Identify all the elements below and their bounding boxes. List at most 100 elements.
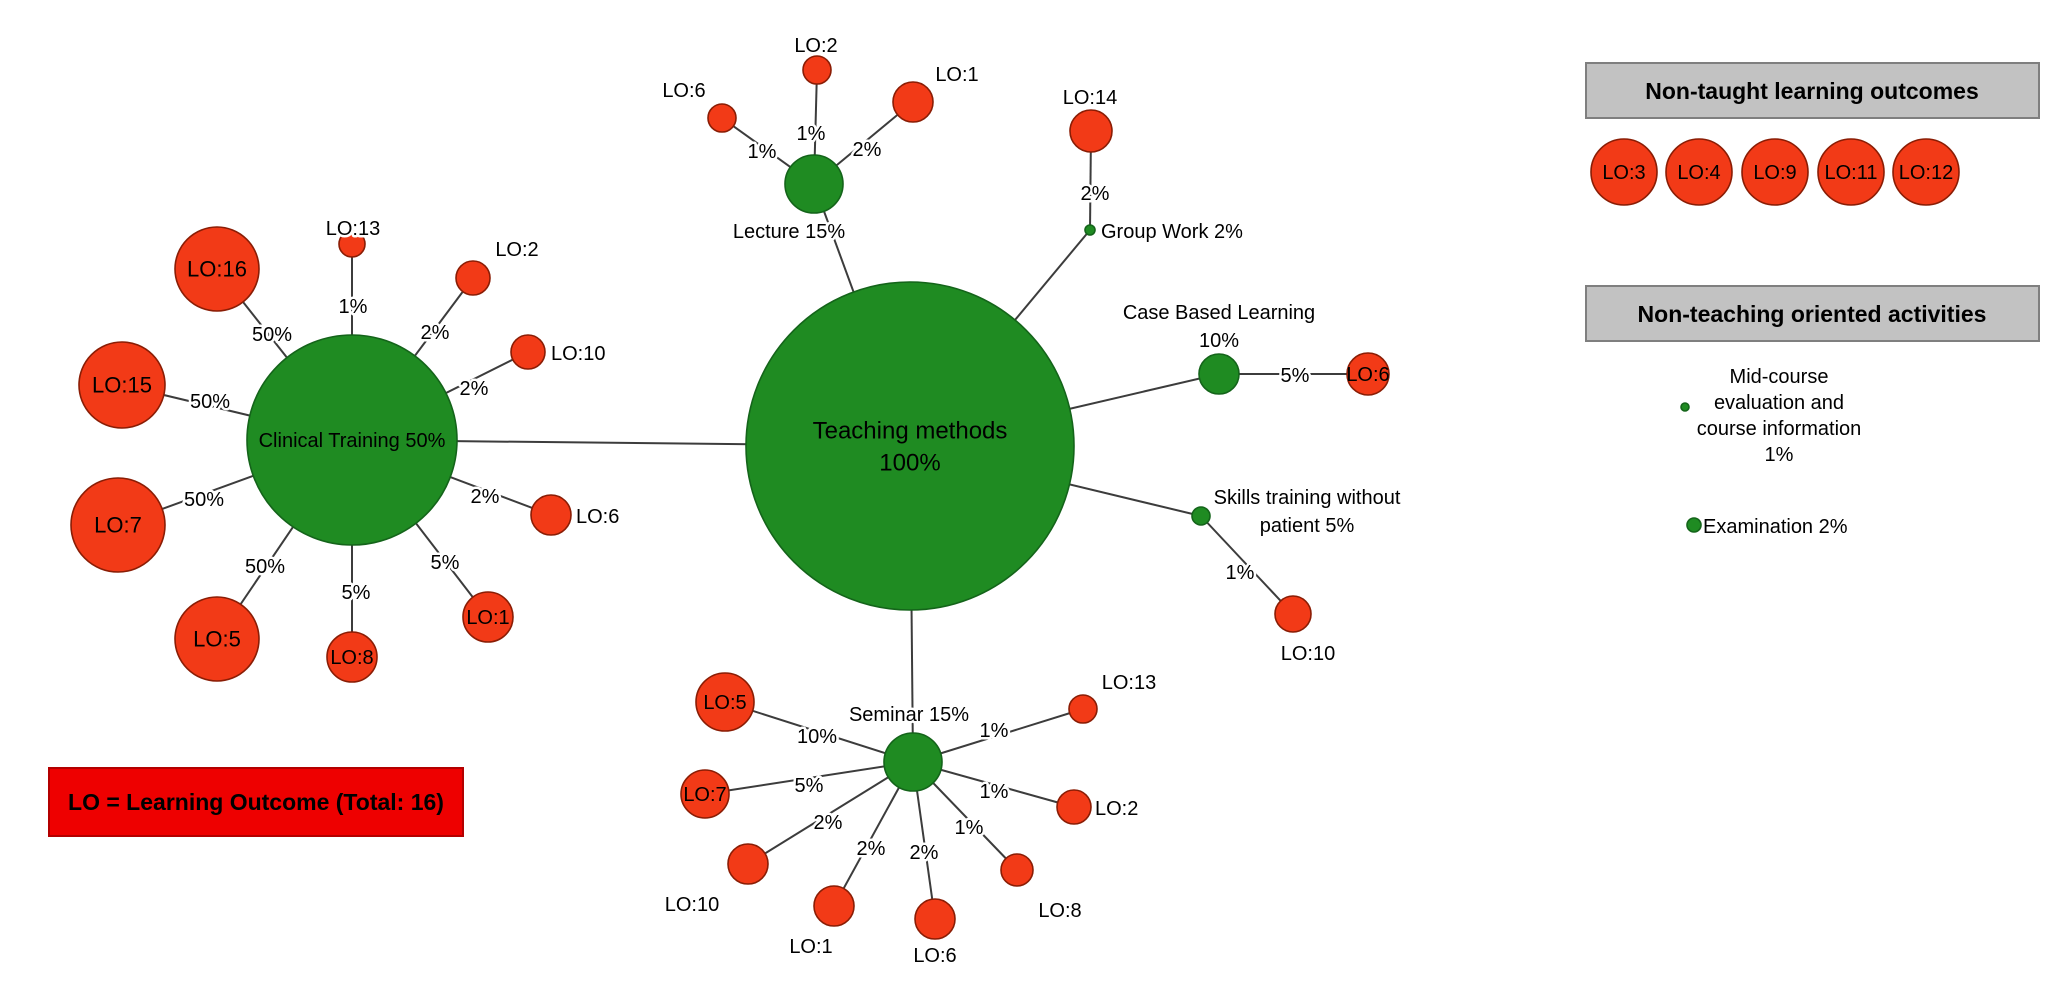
node-label-c_lo5: LO:5	[193, 627, 241, 652]
node-label-casebased: Case Based Learning 10%	[1123, 302, 1315, 352]
edge-label-clinical-c_lo1: 5%	[431, 552, 460, 574]
edge-label-skills-s_lo10: 1%	[1226, 562, 1255, 584]
node-c_lo16	[174, 226, 260, 312]
edge-label-clinical-c_lo7: 50%	[184, 489, 224, 511]
node-se_lo1	[813, 885, 855, 927]
node-label-seminar: Seminar 15%	[849, 704, 969, 726]
node-label-l_lo2: LO:2	[794, 35, 837, 57]
node-label-c_lo13: LO:13	[326, 218, 380, 240]
node-se_lo13	[1068, 694, 1098, 724]
node-label-se_lo1: LO:1	[789, 936, 832, 958]
node-c_lo7	[70, 477, 166, 573]
non-teaching-header	[1585, 285, 2040, 342]
midcourse-label: Mid-course evaluation and course informati…	[1697, 366, 1862, 466]
node-label-c_lo15: LO:15	[92, 373, 152, 398]
node-label-se_lo13: LO:13	[1102, 672, 1156, 694]
node-label-nt_lo11: LO:11	[1825, 162, 1878, 184]
edge-label-lecture-l_lo6: 1%	[748, 141, 777, 163]
node-label-nt_lo4: LO:4	[1677, 162, 1720, 184]
node-label-skills: Skills training without patient 5%	[1214, 487, 1401, 537]
node-nt_lo11	[1817, 138, 1885, 206]
node-label-lecture: Lecture 15%	[733, 221, 846, 243]
edge-label-clinical-c_lo10: 2%	[460, 378, 489, 400]
node-label-se_lo8: LO:8	[1038, 900, 1081, 922]
node-c_lo5	[174, 596, 260, 682]
node-teaching	[745, 281, 1075, 611]
node-label-nt_lo9: LO:9	[1753, 162, 1796, 184]
node-l_lo6	[707, 103, 737, 133]
node-label-teaching: Teaching methods 100%	[813, 417, 1008, 476]
edge-label-casebased-cb_lo6: 5%	[1281, 365, 1310, 387]
node-nt_lo3	[1590, 138, 1658, 206]
node-se_lo10	[727, 843, 769, 885]
node-skills	[1191, 506, 1211, 526]
node-label-c_lo8: LO:8	[330, 647, 373, 669]
node-nt_lo12	[1892, 138, 1960, 206]
node-label-se_lo5: LO:5	[703, 692, 746, 714]
node-label-cb_lo6: LO:6	[1346, 364, 1389, 386]
node-se_lo5	[695, 672, 755, 732]
node-label-se_lo6: LO:6	[913, 945, 956, 967]
node-c_lo10	[510, 334, 546, 370]
node-label-exam: Examination 2%	[1703, 516, 1848, 538]
node-label-c_lo6: LO:6	[576, 506, 619, 528]
node-se_lo8	[1000, 853, 1034, 887]
edge-label-groupwork-g_lo14: 2%	[1081, 183, 1110, 205]
node-l_lo2	[802, 55, 832, 85]
node-label-se_lo7: LO:7	[683, 784, 726, 806]
node-nt_lo9	[1741, 138, 1809, 206]
node-c_lo15	[78, 341, 166, 429]
edge-skills-s_lo10	[1200, 515, 1294, 615]
node-seminar	[883, 732, 943, 792]
edge-seminar-se_lo5	[724, 701, 914, 763]
node-label-c_lo7: LO:7	[94, 513, 142, 538]
edge-label-lecture-l_lo1: 2%	[853, 139, 882, 161]
edge-label-clinical-c_lo2: 2%	[421, 322, 450, 344]
node-label-l_lo1: LO:1	[935, 64, 978, 86]
edge-label-clinical-c_lo8: 5%	[342, 582, 371, 604]
node-se_lo2	[1056, 789, 1092, 825]
node-exam	[1686, 517, 1702, 533]
edge-label-clinical-c_lo15: 50%	[190, 391, 230, 413]
node-label-se_lo2: LO:2	[1095, 798, 1138, 820]
edge-label-seminar-se_lo2: 1%	[980, 781, 1009, 803]
node-c_lo1	[462, 591, 514, 643]
node-label-c_lo10: LO:10	[551, 343, 605, 365]
node-label-c_lo1: LO:1	[466, 607, 509, 629]
node-label-groupwork: Group Work 2%	[1101, 221, 1243, 243]
node-label-clinical: Clinical Training 50%	[259, 430, 446, 452]
node-se_lo6	[914, 898, 956, 940]
edge-label-seminar-se_lo5: 10%	[797, 726, 837, 748]
node-label-s_lo10: LO:10	[1281, 643, 1335, 665]
node-s_lo10	[1274, 595, 1312, 633]
node-g_lo14	[1069, 109, 1113, 153]
edge-label-lecture-l_lo2: 1%	[797, 123, 826, 145]
edge-label-seminar-se_lo10: 2%	[814, 812, 843, 834]
node-c_lo6	[530, 494, 572, 536]
edge-seminar-se_lo7	[704, 761, 914, 795]
edge-label-clinical-c_lo5: 50%	[245, 556, 285, 578]
edge-label-seminar-se_lo6: 2%	[910, 842, 939, 864]
node-nt_lo4	[1665, 138, 1733, 206]
edge-label-seminar-se_lo13: 1%	[980, 720, 1009, 742]
node-label-g_lo14: LO:14	[1063, 87, 1117, 109]
legend-label: LO = Learning Outcome (Total: 16)	[68, 789, 444, 815]
edge-seminar-se_lo10	[747, 761, 914, 865]
node-lecture	[784, 154, 844, 214]
node-c_lo8	[326, 631, 378, 683]
node-c_lo13	[338, 230, 366, 258]
non-teaching-header-label: Non-teaching oriented activities	[1638, 301, 1987, 327]
node-label-l_lo6: LO:6	[662, 80, 705, 102]
edge-label-seminar-se_lo7: 5%	[795, 775, 824, 797]
edge-label-seminar-se_lo1: 2%	[857, 838, 886, 860]
node-label-nt_lo12: LO:12	[1899, 162, 1953, 184]
node-label-c_lo16: LO:16	[187, 257, 247, 282]
node-l_lo1	[892, 81, 934, 123]
edge-label-clinical-c_lo6: 2%	[471, 486, 500, 508]
edge-label-seminar-se_lo8: 1%	[955, 817, 984, 839]
node-cb_lo6	[1346, 352, 1390, 396]
edge-label-clinical-c_lo16: 50%	[252, 324, 292, 346]
node-c_lo2	[455, 260, 491, 296]
